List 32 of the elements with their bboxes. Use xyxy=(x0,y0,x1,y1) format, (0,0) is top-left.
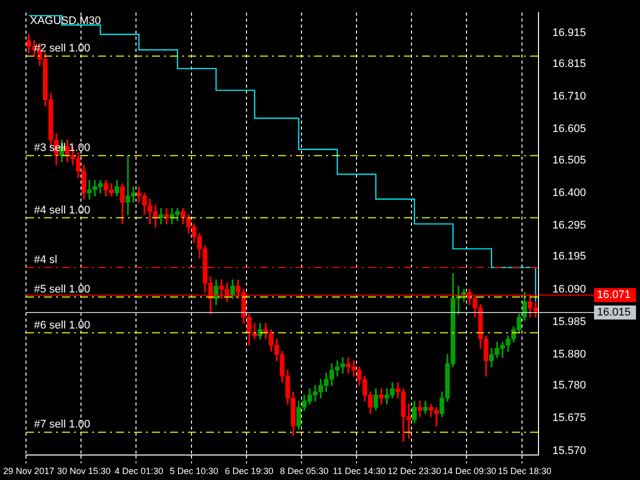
y-tick-label: 15.780 xyxy=(552,380,586,392)
y-tick-label: 15.570 xyxy=(552,444,586,457)
ref-line-label: #4 sl xyxy=(34,254,58,266)
y-tick-label: 16.605 xyxy=(552,123,586,136)
x-tick-label: 12 Dec 23:30 xyxy=(388,466,442,476)
ref-line-label: #7 sell 1.00 xyxy=(34,418,90,431)
y-tick-label: 16.505 xyxy=(552,154,586,166)
x-tick-label: 4 Dec 01:30 xyxy=(114,466,164,476)
x-tick-label: 29 Nov 2017 xyxy=(3,466,54,476)
y-tick-label: 16.400 xyxy=(552,186,586,199)
ref-line-label: #4 sell 1.00 xyxy=(34,204,90,216)
y-tick-label: 16.090 xyxy=(552,283,586,296)
x-tick-label: 8 Dec 05:30 xyxy=(280,466,328,476)
x-tick-label: 14 Dec 09:30 xyxy=(442,466,496,476)
y-tick-label: 16.915 xyxy=(552,26,586,39)
ref-line-label: 16.071 xyxy=(597,289,631,302)
x-tick-label: 30 Nov 15:30 xyxy=(57,466,111,476)
y-tick-label: 15.985 xyxy=(552,316,586,328)
y-tick-label: 16.195 xyxy=(552,250,586,263)
y-tick-label: 16.815 xyxy=(552,58,586,70)
y-tick-label: 16.710 xyxy=(552,90,586,103)
x-tick-label: 15 Dec 18:30 xyxy=(498,466,552,476)
candlestick xyxy=(158,208,164,224)
x-tick-label: 5 Dec 10:30 xyxy=(170,466,218,476)
y-tick-label: 15.880 xyxy=(552,348,586,361)
x-tick-label: 6 Dec 19:30 xyxy=(224,466,274,476)
ref-line-label: #5 sell 1.00 xyxy=(34,284,90,296)
ref-line-label: 16.015 xyxy=(597,306,631,319)
y-tick-label: 15.675 xyxy=(552,412,586,424)
ref-line-label: #6 sell 1.00 xyxy=(34,319,90,332)
x-tick-label: 11 Dec 14:30 xyxy=(332,466,386,476)
y-tick-label: 16.295 xyxy=(552,220,586,232)
